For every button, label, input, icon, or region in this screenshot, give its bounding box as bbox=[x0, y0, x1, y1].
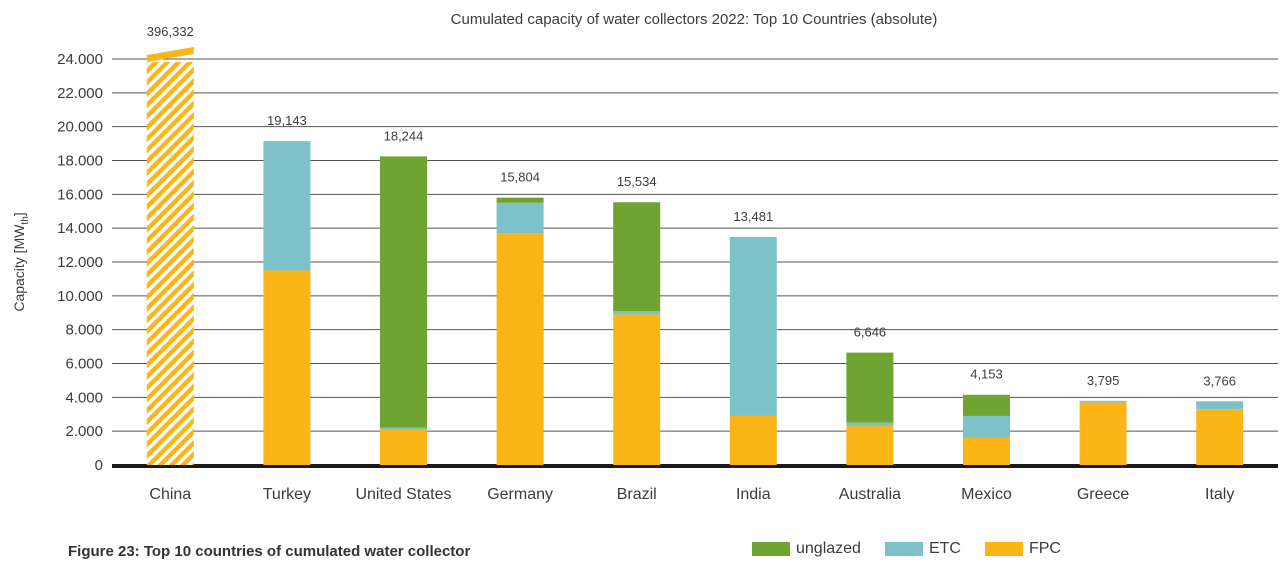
y-tick-label: 20.000 bbox=[57, 119, 103, 136]
bar-segment-etc bbox=[963, 415, 1010, 438]
total-label: 19,143 bbox=[267, 113, 307, 128]
bar-segment-etc bbox=[1196, 401, 1244, 410]
bar-segment-unglazed bbox=[963, 394, 1010, 416]
total-label: 3,766 bbox=[1203, 373, 1236, 388]
bar-segment-unglazed bbox=[496, 197, 544, 203]
bar-segment-fpc bbox=[1196, 409, 1244, 465]
x-tick-label: Brazil bbox=[617, 486, 657, 503]
y-tick-label: 18.000 bbox=[57, 153, 103, 170]
bar-segment-fpc bbox=[613, 314, 661, 465]
x-tick-label: Mexico bbox=[961, 486, 1012, 503]
total-label: 18,244 bbox=[384, 128, 424, 143]
bar-segment-fpc bbox=[380, 429, 427, 465]
y-tick-label: 2.000 bbox=[65, 423, 103, 440]
total-label: 3,795 bbox=[1087, 373, 1120, 388]
bars bbox=[146, 47, 1244, 465]
figure-caption: Figure 23: Top 10 countries of cumulated… bbox=[68, 543, 471, 560]
bar-segment-etc bbox=[496, 202, 544, 234]
bar-segment-etc bbox=[263, 141, 311, 271]
x-tick-label: United States bbox=[355, 486, 451, 503]
y-tick-label: 24.000 bbox=[57, 51, 103, 68]
axis-break-marker bbox=[146, 47, 194, 62]
total-label: 15,534 bbox=[617, 174, 657, 189]
y-axis-label: Capacity [MWth] bbox=[11, 212, 31, 311]
total-label: 6,646 bbox=[854, 325, 887, 340]
legend-label: unglazed bbox=[796, 540, 861, 557]
y-tick-label: 12.000 bbox=[57, 254, 103, 271]
y-tick-label: 6.000 bbox=[65, 356, 103, 373]
y-tick-label: 10.000 bbox=[57, 288, 103, 305]
bar-segment-unglazed bbox=[846, 352, 894, 423]
y-tick-label: 4.000 bbox=[65, 389, 103, 406]
bar-segment-fpc bbox=[729, 415, 777, 465]
labels: 0 2.000 4.000 6.000 8.000 10.000 12.000 14.000 1… bbox=[57, 24, 1236, 503]
legend-label: FPC bbox=[1028, 540, 1061, 557]
bar-segment-etc bbox=[846, 422, 894, 427]
bar-segment-fpc bbox=[963, 437, 1010, 465]
bar-segment-fpc bbox=[846, 426, 894, 465]
legend-label: ETC bbox=[928, 540, 961, 557]
bar-segment-fpc bbox=[263, 270, 311, 465]
legend-item-fpc: FPC bbox=[984, 540, 1061, 558]
bar-segment-fpc bbox=[1079, 402, 1127, 465]
bar-segment-fpc bbox=[496, 233, 544, 465]
x-tick-label: China bbox=[149, 486, 191, 503]
y-tick-label: 22.000 bbox=[57, 85, 103, 102]
legend: unglazed ETC FPC bbox=[752, 540, 1085, 558]
total-label: 13,481 bbox=[733, 209, 773, 224]
bar-segment-etc bbox=[380, 427, 427, 430]
bar-segment-unglazed bbox=[613, 202, 661, 312]
x-tick-label: Italy bbox=[1205, 486, 1234, 503]
legend-swatch bbox=[984, 542, 1023, 556]
y-tick-label: 16.000 bbox=[57, 186, 103, 203]
bar-segment-unglazed bbox=[380, 156, 427, 428]
y-tick-label: 0 bbox=[95, 457, 103, 474]
y-tick-label: 14.000 bbox=[57, 220, 103, 237]
bar-segment-etc bbox=[613, 311, 661, 315]
chart-title: Cumulated capacity of water collectors 2… bbox=[451, 11, 938, 28]
legend-swatch bbox=[752, 542, 790, 556]
total-label: 4,153 bbox=[970, 367, 1003, 382]
x-tick-label: Greece bbox=[1077, 486, 1130, 503]
bar-segment-etc bbox=[1079, 400, 1127, 403]
bar-segment-fpc bbox=[146, 62, 194, 465]
x-tick-label: Turkey bbox=[263, 486, 311, 503]
x-tick-label: India bbox=[736, 486, 771, 503]
legend-item-etc: ETC bbox=[884, 540, 961, 558]
x-tick-label: Australia bbox=[839, 486, 901, 503]
total-label: 396,332 bbox=[147, 24, 194, 39]
legend-swatch bbox=[884, 542, 923, 556]
bar-segment-etc bbox=[729, 236, 777, 416]
total-label: 15,804 bbox=[500, 170, 540, 185]
legend-item-unglazed: unglazed bbox=[752, 540, 861, 558]
y-tick-label: 8.000 bbox=[65, 322, 103, 339]
x-tick-label: Germany bbox=[487, 486, 553, 503]
